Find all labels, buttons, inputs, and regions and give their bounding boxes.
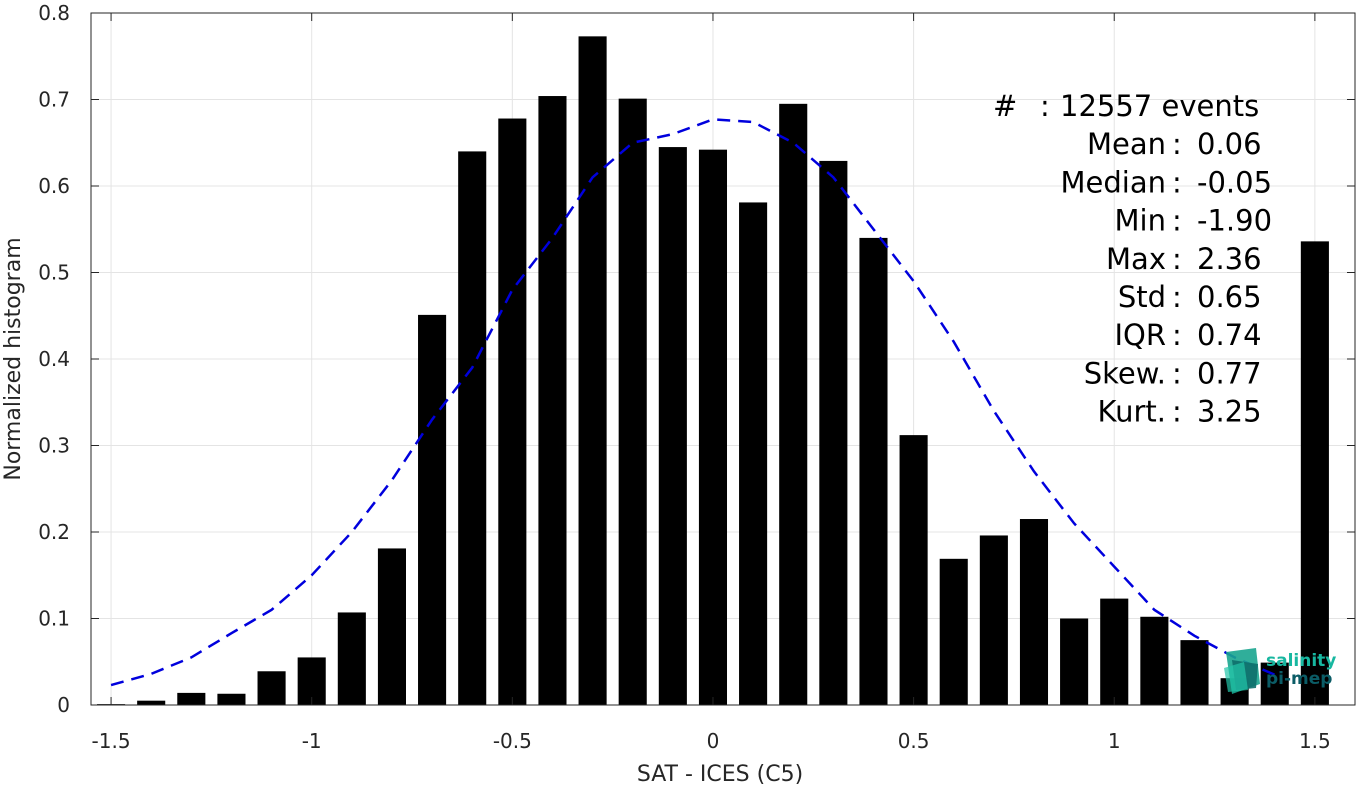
stat-value: 0.06 [1197,127,1262,161]
stat-row: Max:2.36 [1106,242,1262,276]
wave-logo-icon [1224,648,1260,694]
histogram-bars [97,36,1329,706]
stat-value: -1.90 [1197,204,1272,238]
stat-row: #:12557 events [993,89,1259,123]
x-tick-label: -1.5 [92,729,131,753]
stat-separator: : [1172,318,1182,352]
x-axis-label: SAT - ICES (C5) [637,762,803,785]
y-tick-label: 0.3 [38,434,70,458]
histogram-bar [939,558,968,705]
histogram-bar [859,237,888,705]
y-axis-label: Normalized histogram [1,237,26,480]
stat-separator: : [1172,280,1182,314]
normal-fit-curve [110,118,1276,687]
stat-row: Std:0.65 [1118,280,1262,314]
stat-label: Min [1115,204,1166,238]
histogram-bar [739,202,768,705]
histogram-bar [498,118,527,705]
histogram-bar [377,548,406,705]
stat-label: Max [1106,242,1166,276]
stat-value: 0.74 [1197,318,1262,352]
histogram-bar [217,693,246,705]
histogram-bar [1300,241,1329,706]
stat-value: 3.25 [1197,395,1262,429]
histogram-bar [137,700,166,705]
y-tick-label: 0.2 [38,520,70,544]
histogram-bar [899,435,928,705]
histogram-bar [337,612,366,705]
x-tick-label: 1 [1108,729,1121,753]
stat-separator: : [1172,127,1182,161]
stat-label: Skew. [1084,356,1166,390]
histogram-bar [458,151,487,705]
stat-row: Mean:0.06 [1087,127,1262,161]
stat-row: Median: -0.05 [1061,165,1273,199]
stat-label: Median [1061,165,1166,199]
y-tick-label: 0.1 [38,607,70,631]
stat-separator: : [1172,395,1182,429]
histogram-bar [1140,616,1169,705]
histogram-bar [658,147,687,705]
x-axis-ticks: -1.5 -1 -0.5 0 0.5 1 1.5 [92,13,1331,753]
stat-value: -0.05 [1197,165,1272,199]
histogram-bar [979,535,1008,705]
histogram-bar [1100,598,1129,705]
x-tick-label: 1.5 [1299,729,1331,753]
histogram-bar [1019,519,1049,705]
stat-separator: : [1040,89,1050,123]
salinity-pimep-logo: salinity pi-mep [1224,648,1336,694]
histogram-bar [779,103,808,705]
x-tick-label: 0 [707,729,720,753]
histogram-bar [618,98,647,705]
histogram-bar [819,160,848,706]
stat-separator: : [1172,165,1182,199]
stat-label: Kurt. [1098,395,1166,429]
histogram-bar [538,96,567,706]
stat-row: Min: -1.90 [1115,204,1273,238]
stat-separator: : [1172,204,1182,238]
y-tick-label: 0 [57,693,70,717]
x-tick-label: -1 [302,729,322,753]
stat-label: # [993,89,1017,123]
y-tick-label: 0.8 [38,1,70,25]
stat-row: IQR:0.74 [1114,318,1261,352]
y-tick-label: 0.6 [38,174,70,198]
y-axis-ticks: 0 0.1 0.2 0.3 0.4 0.5 0.6 0.7 0.8 [38,1,1355,717]
histogram-bar [257,671,286,705]
x-tick-label: -0.5 [493,729,532,753]
stat-separator: : [1172,356,1182,390]
stat-separator: : [1172,242,1182,276]
histogram-bar [1060,618,1089,705]
y-tick-label: 0.5 [38,261,70,285]
stat-row: Skew.:0.77 [1084,356,1262,390]
histogram-bar [1180,640,1209,705]
histogram-bar [578,36,607,706]
histogram-bar [698,149,728,706]
histogram-bar [418,314,447,705]
logo-text-line2: pi-mep [1266,669,1332,689]
stat-value: 2.36 [1197,242,1262,276]
stat-value: 12557 events [1060,89,1259,123]
x-tick-label: 0.5 [898,729,930,753]
histogram-bar [177,692,206,705]
stat-value: 0.65 [1197,280,1262,314]
y-tick-label: 0.7 [38,88,70,112]
stat-value: 0.77 [1197,356,1262,390]
stat-label: IQR [1114,318,1166,352]
y-tick-label: 0.4 [38,347,70,371]
stat-row: Kurt.:3.25 [1098,395,1262,429]
logo-text-line1: salinity [1266,651,1336,671]
stat-label: Std [1118,280,1166,314]
stat-label: Mean [1087,127,1166,161]
